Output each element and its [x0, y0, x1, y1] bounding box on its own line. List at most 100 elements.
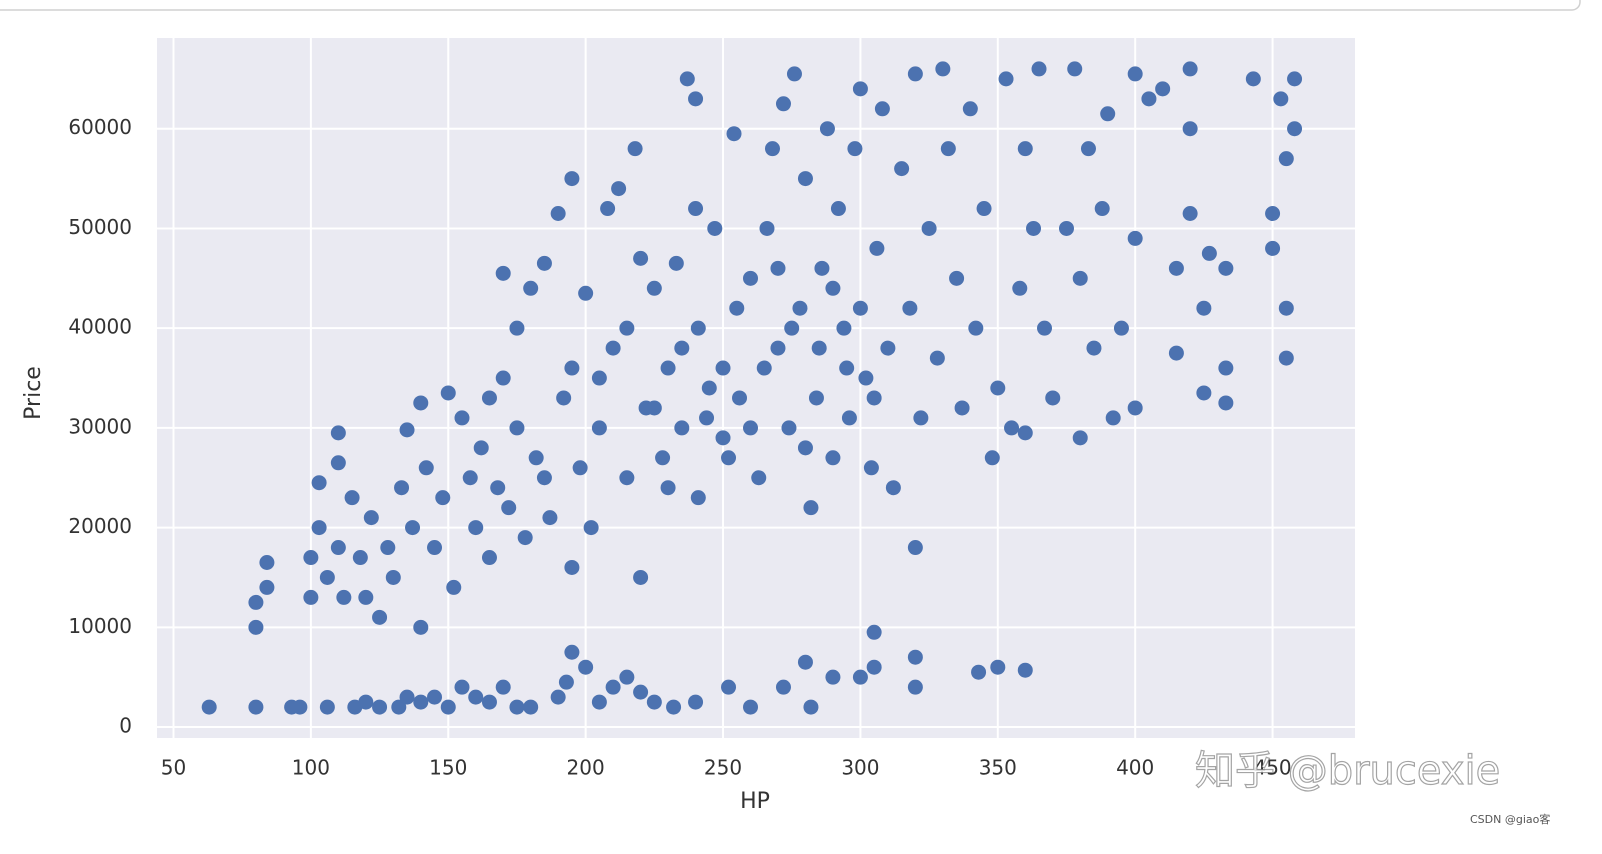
point: [674, 340, 690, 356]
point: [1105, 410, 1121, 426]
point: [1058, 220, 1074, 236]
point: [1017, 662, 1033, 678]
point: [1072, 270, 1088, 286]
point: [292, 699, 308, 715]
point: [363, 510, 379, 526]
point: [481, 390, 497, 406]
x-tick-label: 250: [704, 756, 742, 780]
point: [611, 181, 627, 197]
point: [509, 420, 525, 436]
point: [495, 679, 511, 695]
point: [418, 460, 434, 476]
point: [578, 659, 594, 675]
watermark: 知乎 @brucexie: [1195, 748, 1500, 794]
point: [591, 420, 607, 436]
point: [811, 340, 827, 356]
credit: CSDN @giao客: [1470, 812, 1550, 826]
point: [454, 410, 470, 426]
point: [825, 669, 841, 685]
point: [743, 699, 759, 715]
point: [792, 300, 808, 316]
point: [707, 220, 723, 236]
point: [462, 470, 478, 486]
point: [732, 390, 748, 406]
point: [715, 430, 731, 446]
point: [858, 370, 874, 386]
point: [1141, 91, 1157, 107]
point: [1278, 151, 1294, 167]
point: [1067, 61, 1083, 77]
point: [1037, 320, 1053, 336]
point: [1155, 81, 1171, 97]
x-axis-label: HP: [740, 789, 770, 814]
point: [825, 280, 841, 296]
point: [869, 240, 885, 256]
point: [1004, 420, 1020, 436]
point: [564, 360, 580, 376]
x-tick-label: 150: [429, 756, 467, 780]
point: [481, 550, 497, 566]
point: [1094, 201, 1110, 217]
point: [699, 410, 715, 426]
point: [655, 450, 671, 466]
point: [1218, 260, 1234, 276]
point: [1273, 91, 1289, 107]
y-tick-label: 60000: [68, 115, 132, 139]
point: [542, 510, 558, 526]
point: [380, 540, 396, 556]
top-bar: [0, 0, 1581, 11]
point: [646, 694, 662, 710]
point: [715, 360, 731, 376]
point: [413, 395, 429, 411]
point: [372, 699, 388, 715]
point: [556, 390, 572, 406]
point: [968, 320, 984, 336]
point: [385, 569, 401, 585]
point: [1113, 320, 1129, 336]
point: [660, 480, 676, 496]
point: [564, 171, 580, 187]
point: [866, 659, 882, 675]
point: [764, 141, 780, 157]
point: [619, 669, 635, 685]
point: [446, 579, 462, 595]
point: [336, 589, 352, 605]
point: [468, 689, 484, 705]
point: [352, 550, 368, 566]
point: [1287, 71, 1303, 87]
point: [583, 520, 599, 536]
point: [564, 559, 580, 575]
point: [454, 679, 470, 695]
point: [391, 699, 407, 715]
point: [619, 320, 635, 336]
point: [344, 490, 360, 506]
point: [885, 480, 901, 496]
point: [536, 255, 552, 271]
point: [550, 205, 566, 221]
point: [405, 520, 421, 536]
point: [259, 579, 275, 595]
point: [413, 694, 429, 710]
point: [786, 66, 802, 82]
point: [1182, 205, 1198, 221]
point: [1182, 61, 1198, 77]
point: [954, 400, 970, 416]
point: [517, 530, 533, 546]
point: [688, 91, 704, 107]
point: [797, 654, 813, 670]
point: [1031, 61, 1047, 77]
point: [743, 420, 759, 436]
point: [330, 455, 346, 471]
y-tick-label: 30000: [68, 414, 132, 438]
point: [756, 360, 772, 376]
point: [852, 81, 868, 97]
point: [984, 450, 1000, 466]
point: [770, 340, 786, 356]
point: [770, 260, 786, 276]
point: [550, 689, 566, 705]
point: [605, 679, 621, 695]
point: [1265, 240, 1281, 256]
point: [528, 450, 544, 466]
